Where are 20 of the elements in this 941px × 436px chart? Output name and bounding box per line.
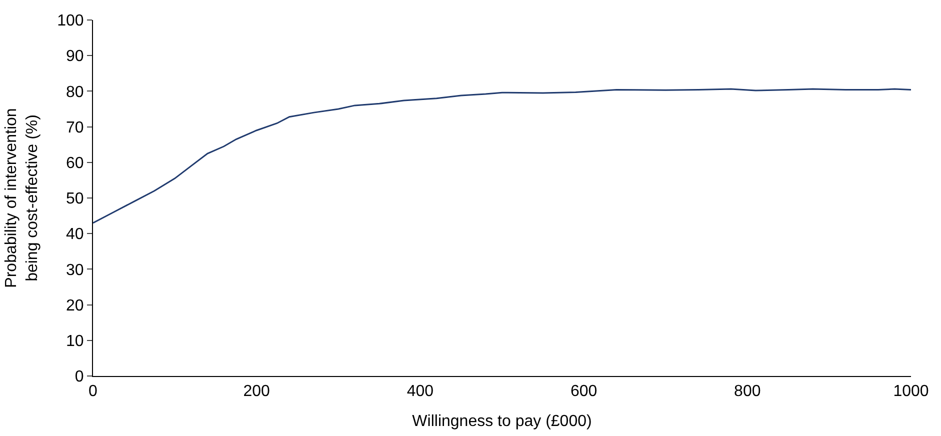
x-tick-label: 0 — [88, 383, 98, 400]
y-tick-label: 0 — [74, 368, 84, 386]
x-tick-label: 800 — [734, 383, 761, 400]
y-tick-label: 90 — [66, 48, 84, 66]
x-tick-label: 200 — [243, 383, 270, 400]
line-series — [93, 88, 911, 224]
y-tick-label: 50 — [66, 190, 84, 208]
x-tick-label: 600 — [570, 383, 598, 400]
y-tick-label: 60 — [66, 155, 84, 172]
x-axis-title: Willingness to pay (£000) — [412, 412, 592, 430]
y-tick-label: 100 — [57, 12, 84, 30]
y-tick-label: 70 — [66, 119, 84, 136]
y-tick-label: 20 — [66, 297, 84, 314]
y-axis-title: Probability of intervention being cost-effective (%) — [3, 108, 41, 288]
y-tick-label: 40 — [66, 226, 84, 244]
x-tick-label: 1000 — [893, 383, 929, 400]
y-tick-label: 10 — [66, 333, 84, 350]
y-tick-label: 30 — [66, 262, 84, 279]
y-tick-label: 80 — [66, 84, 84, 101]
x-tick-label: 400 — [406, 383, 434, 400]
